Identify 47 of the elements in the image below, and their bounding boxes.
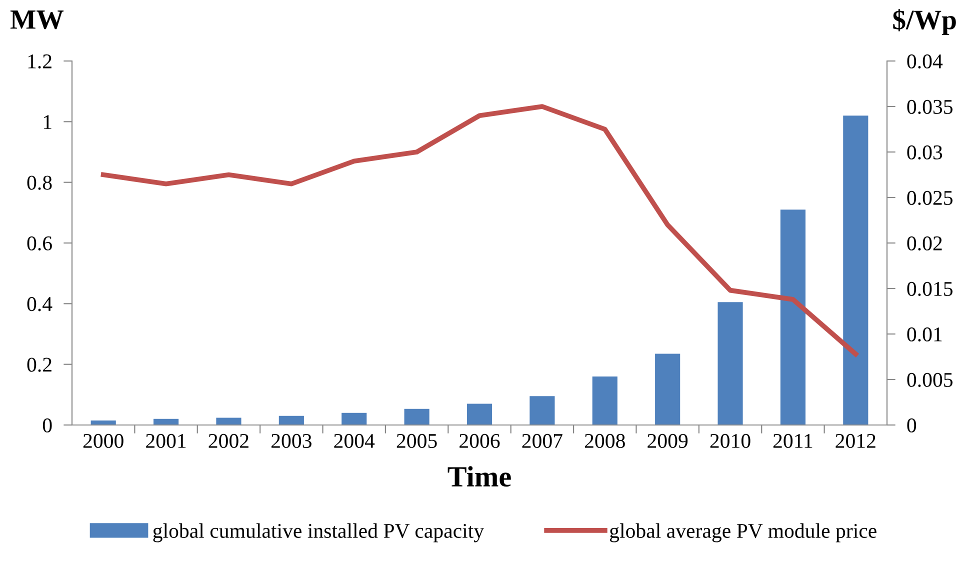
x-tick-label: 2011 bbox=[773, 434, 812, 448]
bar bbox=[780, 210, 806, 425]
bar bbox=[655, 354, 680, 425]
y-tick-label: 0 bbox=[42, 418, 52, 432]
x-tick-label: 2004 bbox=[334, 434, 375, 448]
bar bbox=[530, 396, 555, 425]
y-tick-label: 0.8 bbox=[27, 176, 52, 190]
y-tick-label: 0.4 bbox=[27, 297, 52, 312]
y2-tick-label: 0.005 bbox=[907, 372, 953, 388]
bar bbox=[154, 418, 179, 425]
bar bbox=[843, 116, 868, 425]
x-axis-title: Time bbox=[448, 466, 511, 487]
x-tick-label: 2009 bbox=[648, 434, 688, 448]
y2-tick-label: 0.01 bbox=[907, 327, 942, 342]
y2-tick-label: 0.035 bbox=[907, 100, 953, 114]
x-tick-label: 2008 bbox=[584, 434, 625, 448]
y2-tick-label: 0.03 bbox=[907, 145, 942, 160]
legend-label: global cumulative installed PV capacity bbox=[153, 523, 484, 542]
x-tick-label: 2012 bbox=[836, 434, 876, 448]
y-axis-title: MW bbox=[10, 10, 64, 30]
legend-label: global average PV module price bbox=[610, 523, 876, 542]
bar bbox=[592, 376, 618, 425]
bar bbox=[404, 408, 430, 425]
x-tick-label: 2007 bbox=[522, 434, 562, 448]
x-tick-label: 2006 bbox=[460, 434, 500, 448]
bar bbox=[342, 412, 367, 425]
bar bbox=[718, 302, 743, 425]
y2-tick-label: 0 bbox=[907, 418, 916, 432]
y-tick-label: 0.2 bbox=[27, 358, 52, 372]
y2-tick-label: 0.025 bbox=[907, 190, 953, 206]
y2-tick-label: 0.015 bbox=[907, 282, 953, 296]
x-tick-label: 2010 bbox=[710, 434, 750, 448]
bar bbox=[216, 418, 242, 425]
x-tick-label: 2005 bbox=[396, 434, 437, 448]
bar bbox=[278, 416, 304, 425]
line-series bbox=[100, 104, 858, 356]
x-tick-label: 2002 bbox=[208, 434, 248, 448]
y-tick-label: 1 bbox=[44, 115, 52, 129]
bar bbox=[466, 404, 492, 425]
y2-axis-title: $/Wp bbox=[893, 8, 956, 36]
y-tick-label: 0.6 bbox=[27, 236, 52, 251]
x-tick-label: 2001 bbox=[146, 434, 186, 448]
x-tick-label: 2000 bbox=[83, 434, 124, 448]
y-tick-label: 1.2 bbox=[28, 54, 52, 69]
y2-tick-label: 0.02 bbox=[907, 236, 942, 251]
x-tick-label: 2003 bbox=[272, 434, 312, 448]
y2-tick-label: 0.04 bbox=[907, 54, 943, 69]
